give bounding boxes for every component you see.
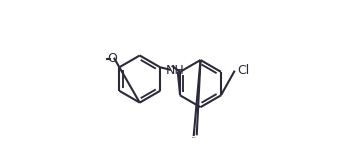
Text: O: O: [107, 52, 117, 65]
Text: Cl: Cl: [237, 64, 249, 77]
Text: methyl: methyl: [192, 136, 196, 138]
Text: NH: NH: [165, 64, 184, 77]
